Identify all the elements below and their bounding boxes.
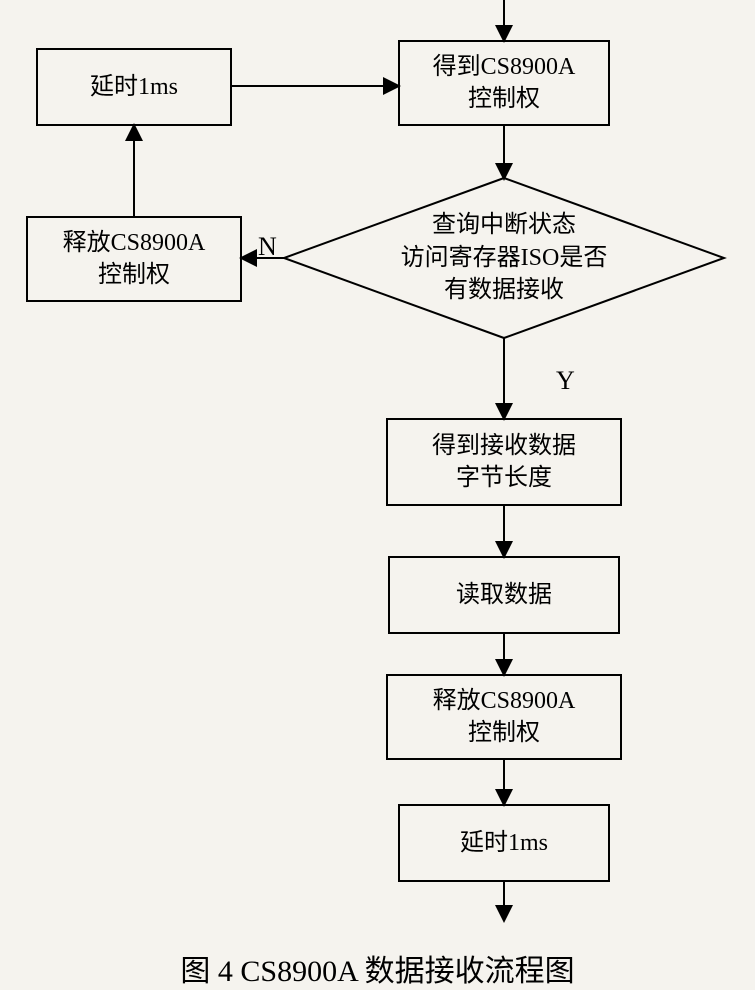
node-label: 读取数据	[456, 579, 552, 611]
node-decision-label: 查询中断状态访问寄存器ISO是否有数据接收	[361, 194, 647, 322]
flowchart-stage: 延时1ms 得到CS8900A控制权 释放CS8900A控制权 查询中断状态访问…	[0, 0, 755, 984]
node-label: 释放CS8900A控制权	[63, 227, 206, 292]
node-read-data: 读取数据	[388, 556, 620, 634]
node-get-length: 得到接收数据字节长度	[386, 418, 622, 506]
edge-label-yes: Y	[556, 366, 575, 396]
node-get-control: 得到CS8900A控制权	[398, 40, 610, 126]
edges-layer	[0, 0, 755, 984]
node-release-control-bottom: 释放CS8900A控制权	[386, 674, 622, 760]
node-delay-1ms-top: 延时1ms	[36, 48, 232, 126]
node-label: 延时1ms	[460, 827, 548, 859]
node-label: 释放CS8900A控制权	[433, 685, 576, 750]
node-delay-1ms-bottom: 延时1ms	[398, 804, 610, 882]
figure-caption: 图 4 CS8900A 数据接收流程图	[0, 946, 755, 990]
edge-label-no: N	[258, 232, 277, 262]
node-release-control-top: 释放CS8900A控制权	[26, 216, 242, 302]
node-label: 得到接收数据字节长度	[432, 430, 576, 495]
node-label: 延时1ms	[90, 71, 178, 103]
node-label: 查询中断状态访问寄存器ISO是否有数据接收	[401, 209, 608, 306]
node-label: 得到CS8900A控制权	[433, 51, 576, 116]
